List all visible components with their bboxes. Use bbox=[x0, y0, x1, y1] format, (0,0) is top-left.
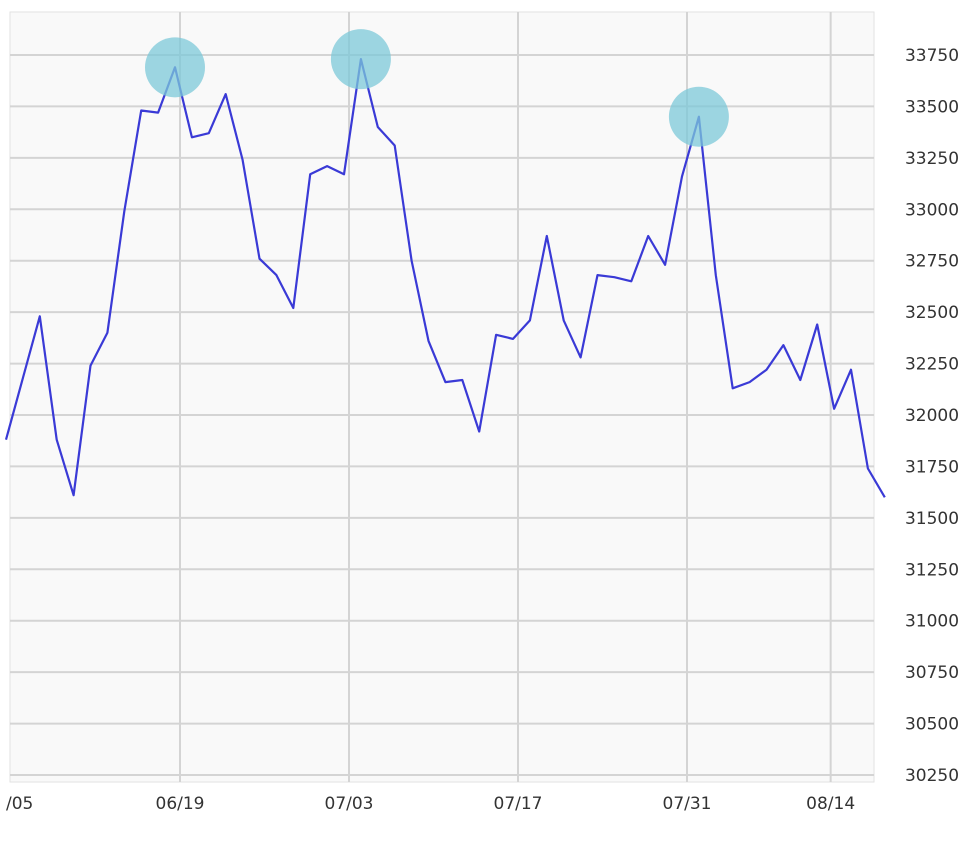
data-point bbox=[664, 264, 666, 266]
data-point bbox=[326, 165, 328, 167]
data-point bbox=[39, 315, 41, 317]
data-point bbox=[833, 408, 835, 410]
data-point bbox=[529, 319, 531, 321]
data-point bbox=[343, 173, 345, 175]
data-point bbox=[867, 467, 869, 469]
data-point bbox=[309, 173, 311, 175]
data-point bbox=[816, 323, 818, 325]
peak-highlight-marker bbox=[330, 29, 391, 90]
data-point bbox=[208, 132, 210, 134]
y-tick-label: 32000 bbox=[905, 406, 959, 426]
data-point bbox=[782, 344, 784, 346]
series-line bbox=[4, 57, 886, 498]
peak-highlight-marker bbox=[145, 37, 205, 98]
y-tick-label: 30500 bbox=[905, 715, 959, 735]
data-point bbox=[191, 136, 193, 138]
y-tick-label: 33000 bbox=[905, 200, 959, 220]
data-point bbox=[495, 334, 497, 336]
peak-highlight-marker bbox=[668, 86, 729, 147]
data-point bbox=[563, 319, 565, 321]
data-point bbox=[850, 369, 852, 371]
data-point bbox=[681, 175, 683, 177]
y-tick-label: 31500 bbox=[905, 509, 959, 529]
data-point bbox=[157, 111, 159, 113]
grid-layer bbox=[10, 12, 874, 782]
data-point bbox=[748, 381, 750, 383]
data-point bbox=[596, 274, 598, 276]
x-tick-label: 08/14 bbox=[806, 794, 855, 814]
data-point bbox=[394, 144, 396, 146]
y-tick-label: 33250 bbox=[905, 149, 959, 169]
data-point bbox=[613, 276, 615, 278]
line-layer bbox=[4, 57, 886, 498]
data-point bbox=[546, 235, 548, 237]
data-point bbox=[56, 438, 58, 440]
highlight-layer bbox=[145, 29, 729, 147]
data-point bbox=[444, 381, 446, 383]
data-point bbox=[478, 430, 480, 432]
x-tick-label: 07/31 bbox=[663, 794, 712, 814]
data-point bbox=[89, 364, 91, 366]
data-point bbox=[630, 280, 632, 282]
y-tick-label: 32500 bbox=[905, 303, 959, 323]
data-point bbox=[647, 235, 649, 237]
data-point bbox=[225, 93, 227, 95]
data-point bbox=[106, 332, 108, 334]
data-point bbox=[579, 356, 581, 358]
data-point bbox=[427, 340, 429, 342]
data-point bbox=[377, 126, 379, 128]
data-point bbox=[884, 496, 886, 498]
data-point bbox=[410, 260, 412, 262]
y-tick-label: 31750 bbox=[905, 457, 959, 477]
plot-area bbox=[9, 11, 875, 783]
data-point bbox=[765, 369, 767, 371]
data-point bbox=[732, 387, 734, 389]
data-point bbox=[275, 274, 277, 276]
x-tick-label: 07/17 bbox=[494, 794, 543, 814]
y-tick-label: 31250 bbox=[905, 560, 959, 580]
data-point bbox=[5, 438, 7, 440]
x-tick-label: /05 bbox=[6, 794, 33, 814]
data-point bbox=[72, 494, 74, 496]
data-point bbox=[140, 109, 142, 111]
y-tick-label: 33500 bbox=[905, 97, 959, 117]
data-point bbox=[512, 338, 514, 340]
data-point bbox=[292, 307, 294, 309]
x-tick-label: 07/03 bbox=[325, 794, 374, 814]
y-tick-label: 32250 bbox=[905, 355, 959, 375]
data-point bbox=[461, 379, 463, 381]
label-layer: 30250 30500 30750 31000 31250 31500 31750 32000… bbox=[6, 46, 959, 814]
x-tick-label: 06/19 bbox=[156, 794, 205, 814]
y-tick-label: 32750 bbox=[905, 252, 959, 272]
y-tick-label: 31000 bbox=[905, 612, 959, 632]
data-point bbox=[715, 274, 717, 276]
data-point bbox=[241, 159, 243, 161]
data-point bbox=[22, 377, 24, 379]
y-tick-label: 30750 bbox=[905, 663, 959, 683]
data-point bbox=[258, 257, 260, 259]
y-tick-label: 30250 bbox=[905, 766, 959, 786]
data-point bbox=[799, 379, 801, 381]
data-point bbox=[123, 210, 125, 212]
y-tick-label: 33750 bbox=[905, 46, 959, 66]
